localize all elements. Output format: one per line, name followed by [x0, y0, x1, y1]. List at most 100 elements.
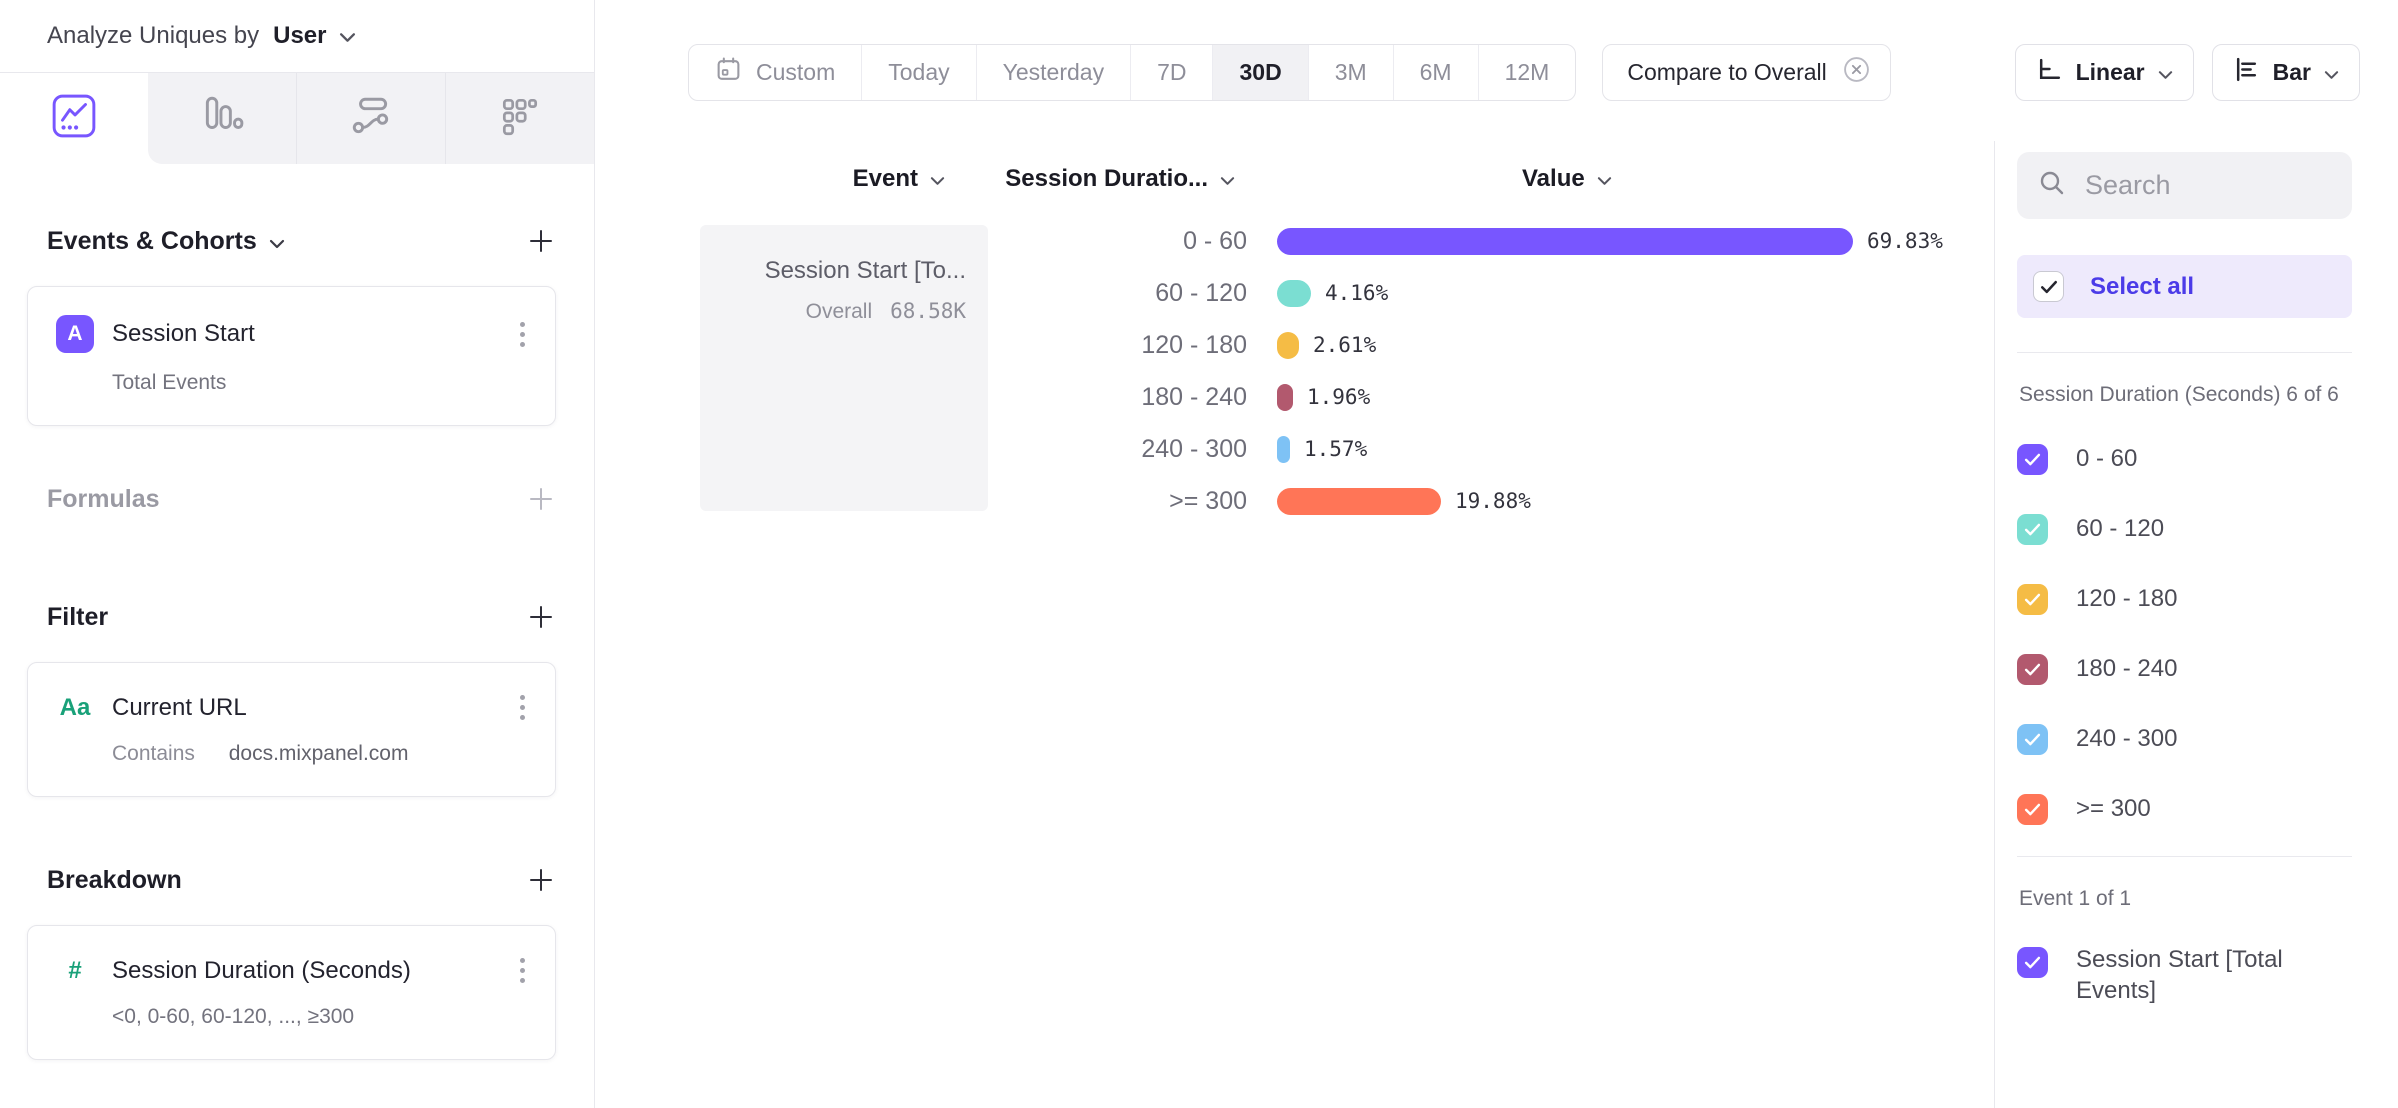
- search-input[interactable]: [2085, 170, 2332, 201]
- event-kebab-menu[interactable]: [514, 318, 531, 351]
- date-range-6m[interactable]: 6M: [1392, 45, 1478, 100]
- bar-0-60[interactable]: [1277, 227, 1853, 255]
- date-range-yesterday[interactable]: Yesterday: [975, 45, 1130, 100]
- segment-checkbox[interactable]: [2017, 513, 2048, 545]
- breakdown-card-session-duration[interactable]: # Session Duration (Seconds) <0, 0-60, 6…: [27, 925, 556, 1060]
- remove-compare-icon[interactable]: [1843, 56, 1870, 89]
- select-all-row[interactable]: Select all: [2017, 255, 2352, 318]
- breakdown-buckets[interactable]: <0, 0-60, 60-120, ..., ≥300: [112, 1005, 355, 1028]
- linear-scale-icon: [2036, 56, 2063, 89]
- segment-checkbox[interactable]: [2017, 583, 2048, 615]
- breakdown-segment-0-60[interactable]: 0 - 60: [2017, 424, 2352, 494]
- segment-label: 180 - 240: [2076, 655, 2178, 682]
- numeric-property-icon: #: [68, 956, 82, 984]
- chevron-down-icon[interactable]: [269, 227, 285, 256]
- bar-180-240[interactable]: [1277, 383, 1293, 411]
- sidebar-divider: [2017, 856, 2352, 857]
- add-formula-button[interactable]: [526, 484, 556, 514]
- segment-label: 120 - 180: [2076, 585, 2178, 612]
- chart-row-300: >= 300 19.88%: [988, 475, 1994, 527]
- segment-checkbox[interactable]: [2017, 793, 2048, 825]
- filter-kebab-menu[interactable]: [514, 691, 531, 724]
- segment-checkbox[interactable]: [2017, 947, 2048, 978]
- formulas-header: Formulas: [47, 484, 556, 514]
- query-sections: Events & Cohorts A Session Start Total E…: [0, 164, 594, 1060]
- bar-60-120[interactable]: [1277, 279, 1311, 307]
- bucket-label: 180 - 240: [1141, 382, 1247, 411]
- bar-value-label: 19.88%: [1455, 489, 1531, 513]
- date-range-12m[interactable]: 12M: [1477, 45, 1576, 100]
- add-breakdown-button[interactable]: [526, 865, 556, 895]
- chart-row-120-180: 120 - 180 2.61%: [988, 319, 1994, 371]
- overall-label: Overall: [805, 300, 873, 323]
- add-event-button[interactable]: [526, 226, 556, 256]
- segment-checkbox[interactable]: [2017, 443, 2048, 475]
- analyze-by-dropdown[interactable]: User: [273, 22, 355, 50]
- chevron-down-icon: [1220, 165, 1235, 193]
- analyze-header: Analyze Uniques by User: [0, 0, 594, 73]
- column-header-value[interactable]: Value: [1522, 165, 1994, 193]
- sidebar-divider: [2017, 352, 2352, 353]
- breakdown-segment-60-120[interactable]: 60 - 120: [2017, 494, 2352, 564]
- segment-label: 0 - 60: [2076, 445, 2138, 472]
- breakdown-segment-180-240[interactable]: 180 - 240: [2017, 634, 2352, 704]
- column-header-event[interactable]: Event: [853, 165, 988, 193]
- filter-card-current-url[interactable]: Aa Current URL Contains docs.mixpanel.co…: [27, 662, 556, 797]
- chevron-down-icon: [339, 22, 356, 50]
- chart-row-0-60: 0 - 60 69.83%: [988, 215, 1994, 267]
- filter-property-name: Current URL: [112, 693, 247, 721]
- compare-to-overall-pill[interactable]: Compare to Overall: [1602, 44, 1891, 101]
- segment-checkbox[interactable]: [2017, 653, 2048, 685]
- filter-operator[interactable]: Contains: [112, 742, 195, 765]
- chart-row-180-240: 180 - 240 1.96%: [988, 371, 1994, 423]
- segment-label: 60 - 120: [2076, 515, 2165, 542]
- event-series-name: Session Start [To...: [764, 257, 966, 284]
- date-range-3m[interactable]: 3M: [1307, 45, 1393, 100]
- breakdown-segment-120-180[interactable]: 120 - 180: [2017, 564, 2352, 634]
- filter-value[interactable]: docs.mixpanel.com: [228, 742, 409, 765]
- funnel-bars-icon: [199, 93, 245, 144]
- event-segment-session-start-total-events[interactable]: Session Start [Total Events]: [2017, 944, 2352, 1006]
- segments-sidebar: Select all Session Duration (Seconds) 6 …: [1994, 141, 2398, 1108]
- bar-120-180[interactable]: [1277, 331, 1299, 359]
- bucket-label: 240 - 300: [1141, 434, 1247, 463]
- chart-type-label: Bar: [2272, 59, 2311, 85]
- events-cohorts-header: Events & Cohorts: [47, 226, 556, 256]
- bar-value-label: 69.83%: [1867, 229, 1943, 253]
- chart-type-selector[interactable]: Bar: [2211, 44, 2360, 101]
- bar-value-label: 1.57%: [1304, 437, 1368, 461]
- bar-240-300[interactable]: [1277, 435, 1290, 463]
- tab-flows[interactable]: [296, 73, 445, 164]
- breakdown-kebab-menu[interactable]: [514, 954, 531, 987]
- tab-insights[interactable]: [0, 73, 148, 164]
- column-header-breakdown[interactable]: Session Duratio...: [1005, 165, 1247, 193]
- segment-search[interactable]: [2017, 152, 2352, 219]
- filter-header: Filter: [47, 602, 556, 632]
- event-aggregation[interactable]: Total Events: [112, 371, 227, 394]
- date-range-custom[interactable]: Custom: [689, 45, 861, 100]
- tab-retention[interactable]: [445, 73, 594, 164]
- select-all-checkbox[interactable]: [2033, 271, 2064, 302]
- breakdown-segment-240-300[interactable]: 240 - 300: [2017, 704, 2352, 774]
- bucket-label: >= 300: [1169, 486, 1247, 515]
- segment-label: 240 - 300: [2076, 725, 2178, 752]
- events-cohorts-title: Events & Cohorts: [47, 226, 257, 255]
- add-filter-button[interactable]: [526, 602, 556, 632]
- date-range-7d[interactable]: 7D: [1130, 45, 1212, 100]
- breakdown-segment-300[interactable]: >= 300: [2017, 774, 2352, 844]
- event-card-session-start[interactable]: A Session Start Total Events: [27, 286, 556, 426]
- bar-chart-icon: [2233, 56, 2260, 89]
- scale-selector[interactable]: Linear: [2014, 44, 2194, 101]
- date-range-today[interactable]: Today: [861, 45, 975, 100]
- breakdown-group-label: Session Duration (Seconds) 6 of 6: [2019, 383, 2339, 406]
- bar-300[interactable]: [1277, 487, 1441, 515]
- breakdown-property-name: Session Duration (Seconds): [112, 956, 411, 984]
- chevron-down-icon: [2158, 59, 2173, 86]
- chart-row-60-120: 60 - 120 4.16%: [988, 267, 1994, 319]
- report-main: Custom Today Yesterday 7D 30D 3M 6M 12M Compare…: [595, 0, 2398, 1108]
- chevron-down-icon: [930, 165, 945, 193]
- segment-checkbox[interactable]: [2017, 723, 2048, 755]
- date-range-30d[interactable]: 30D: [1212, 45, 1308, 100]
- tab-funnels[interactable]: [148, 73, 296, 164]
